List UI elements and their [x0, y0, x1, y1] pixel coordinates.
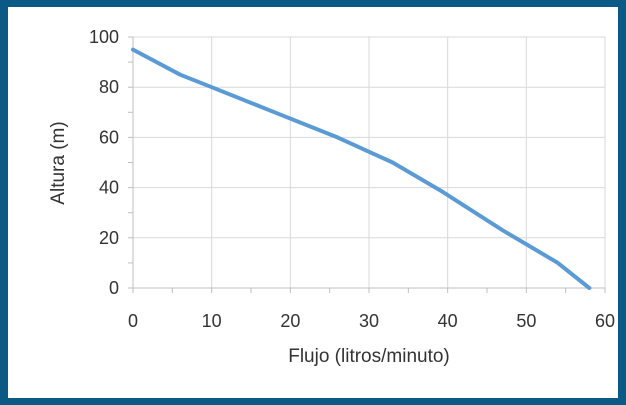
- series-line-0: [131, 47, 592, 290]
- y-tick-label: 60: [99, 127, 119, 147]
- y-tick-labels: 0 20 40 60 80 100: [89, 27, 119, 298]
- x-tick-label: 40: [438, 311, 458, 331]
- x-axis-label: Flujo (litros/minuto): [288, 346, 450, 367]
- series-lines: [131, 47, 592, 290]
- x-tick-label: 60: [595, 311, 615, 331]
- gridlines: [133, 36, 606, 288]
- y-tick-label: 20: [99, 228, 119, 248]
- x-tick-label: 0: [128, 311, 138, 331]
- y-tick-label: 0: [109, 278, 119, 298]
- y-axis-label: Altura (m): [48, 121, 69, 204]
- y-tick-label: 100: [89, 27, 119, 47]
- x-tick-labels: 0 10 20 30 40 50 60: [128, 311, 615, 331]
- x-tick-label: 10: [202, 311, 222, 331]
- x-tick-label: 30: [359, 311, 379, 331]
- y-tick-label: 40: [99, 178, 119, 198]
- x-tick-label: 50: [516, 311, 536, 331]
- y-tick-label: 80: [99, 77, 119, 97]
- axes: [128, 36, 606, 293]
- x-tick-label: 20: [280, 311, 300, 331]
